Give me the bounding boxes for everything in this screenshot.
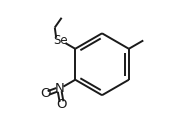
Text: O: O: [57, 98, 67, 111]
Text: N: N: [54, 82, 64, 95]
Text: Se: Se: [53, 34, 68, 47]
Text: O: O: [41, 87, 51, 100]
